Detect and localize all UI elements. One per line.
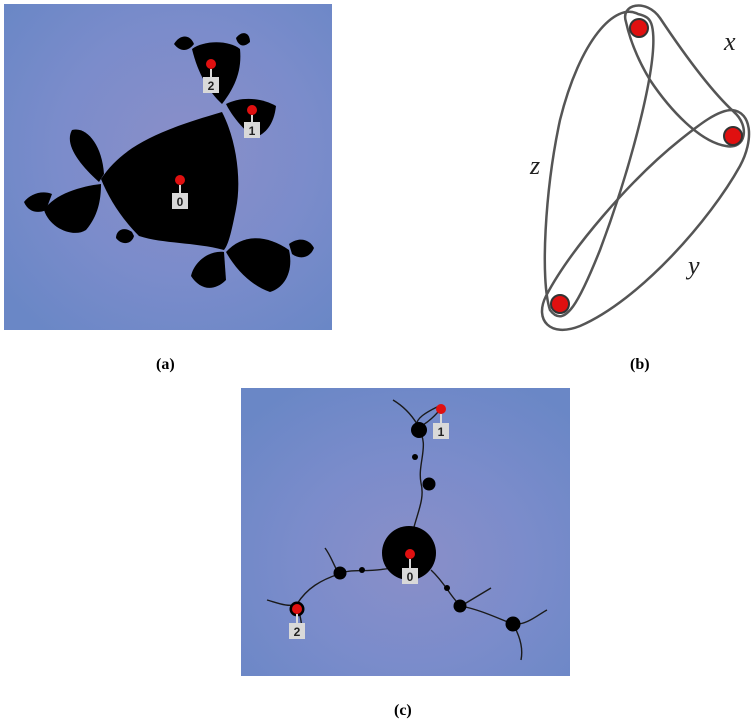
fractal-left-bulb-far — [24, 192, 52, 212]
edge-label-x: x — [723, 27, 736, 56]
fractal-bottom-bulb — [191, 251, 226, 288]
marker-label-1: 1 — [249, 124, 256, 138]
loop-y — [540, 108, 751, 332]
fractal-bulb-upper-1 — [411, 422, 427, 438]
edge-label-y: y — [685, 251, 700, 280]
marker-point-1: 1 — [244, 105, 260, 138]
fractal-left-bulb-lower — [44, 184, 101, 233]
marker-c-label-0: 0 — [407, 570, 414, 584]
panel-c-parameter-set: 0 1 2 — [241, 388, 570, 676]
fractal-bottom-right-small — [289, 239, 314, 258]
marker-c-point-2: 2 — [289, 604, 305, 639]
fractal-bottom-right-bulb — [226, 238, 291, 292]
node-top — [629, 18, 649, 38]
marker-c-point-1: 1 — [433, 404, 449, 439]
fractal-mid-left-bulb — [116, 229, 134, 244]
fractal-bulb-right-1 — [453, 599, 467, 613]
node-bottom — [550, 294, 570, 314]
panel-a-julia-set: 0 1 2 — [4, 4, 332, 330]
marker-c-label-2: 2 — [294, 625, 301, 639]
fractal-bulb-left-1 — [333, 566, 347, 580]
node-right — [723, 126, 743, 146]
fractal-left-bulb-upper — [69, 129, 104, 182]
marker-label-0: 0 — [177, 195, 184, 209]
panel-a-image: 0 1 2 — [4, 4, 332, 330]
marker-c-label-1: 1 — [438, 425, 445, 439]
marker-c-point-0: 0 — [402, 549, 418, 584]
fractal-main-body — [101, 112, 239, 250]
edge-label-z: z — [529, 151, 540, 180]
fractal-top-fringe-left — [174, 36, 194, 50]
fractal-top-fringe-right — [236, 33, 250, 46]
panel-b-diagram: x y z — [520, 0, 751, 340]
caption-a: (a) — [156, 356, 175, 373]
panel-b-image: x y z — [529, 4, 751, 332]
loop-z — [543, 10, 655, 318]
fractal-bulb-left-3 — [359, 567, 365, 573]
fractal-bulb-right-2 — [505, 616, 521, 632]
caption-c: (c) — [394, 702, 412, 719]
marker-label-2: 2 — [208, 79, 215, 93]
fractal-top-bulb — [192, 42, 241, 104]
loop-x — [623, 4, 746, 148]
marker-point-2: 2 — [203, 59, 219, 93]
fractal-bulb-upper-2 — [422, 477, 436, 491]
marker-point-0: 0 — [172, 175, 188, 209]
panel-c-image: 0 1 2 — [241, 388, 570, 676]
fractal-bulb-upper-3 — [412, 454, 418, 460]
caption-b: (b) — [630, 356, 650, 373]
fractal-bulb-right-3 — [444, 585, 450, 591]
